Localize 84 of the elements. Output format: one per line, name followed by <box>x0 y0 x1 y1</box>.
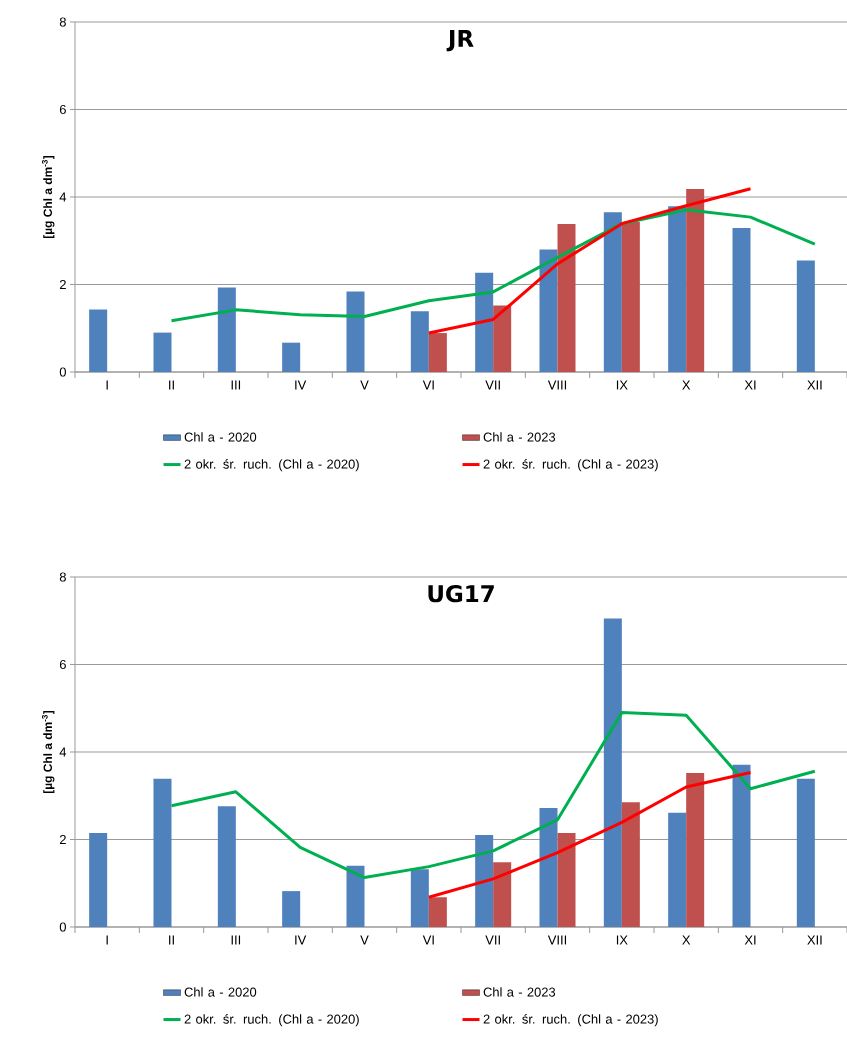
y-tick-label: 2 <box>59 834 66 845</box>
x-tick-label: IX <box>616 935 628 945</box>
bar <box>217 287 236 372</box>
bar <box>493 862 512 927</box>
bar <box>539 807 558 927</box>
x-tick-label: VIII <box>547 935 567 945</box>
y-tick-label: 6 <box>59 659 66 670</box>
bar <box>410 311 429 372</box>
chart-title: JR <box>446 30 474 52</box>
x-tick-label: V <box>360 380 369 390</box>
line-series <box>427 771 752 899</box>
x-tick-label: VI <box>422 935 434 945</box>
legend-label: 2 okr. śr. ruch. (Chl a - 2020) <box>184 459 359 472</box>
bar <box>153 778 172 927</box>
x-tick-label: X <box>682 935 691 945</box>
bar <box>153 332 172 372</box>
bar <box>603 618 622 927</box>
bar <box>475 835 494 927</box>
y-axis-title: [µg Chl a dm$^{-3}$] <box>42 710 55 794</box>
y-tick-label: 8 <box>59 17 66 27</box>
bar <box>732 228 751 372</box>
bar <box>346 865 365 927</box>
x-tick-label: VII <box>485 935 500 945</box>
x-tick-label: I <box>106 380 108 390</box>
y-tick-label: 0 <box>59 367 66 377</box>
bar <box>493 305 512 372</box>
y-axis-title: [µg Chl a dm$^{-3}$] <box>42 155 55 239</box>
x-tick-label: III <box>231 380 241 390</box>
x-tick-label: IV <box>295 935 307 945</box>
x-tick-label: I <box>106 935 108 945</box>
x-tick-label: II <box>169 380 174 390</box>
legend-label: Chl a - 2023 <box>483 432 556 442</box>
x-tick-label: X <box>682 380 691 390</box>
bar <box>668 812 687 927</box>
x-tick-label: XI <box>744 380 756 390</box>
bar <box>217 806 236 927</box>
x-tick-label: IX <box>616 380 628 390</box>
bar <box>410 869 429 927</box>
line-series <box>170 208 817 323</box>
x-tick-label: III <box>231 935 241 945</box>
legend-label: Chl a - 2020 <box>184 987 257 997</box>
x-tick-label: II <box>169 935 174 945</box>
bar <box>668 206 687 372</box>
x-tick-label: XI <box>744 935 756 945</box>
legend-label: 2 okr. śr. ruch. (Chl a - 2023) <box>483 1014 658 1027</box>
bar <box>475 272 494 372</box>
bar <box>796 260 815 372</box>
bar <box>89 832 108 927</box>
y-tick-label: 0 <box>59 922 66 932</box>
bar <box>686 189 705 372</box>
bar <box>621 802 640 927</box>
y-tick-label: 2 <box>59 279 66 290</box>
chart-title: UG17 <box>428 585 494 603</box>
bar <box>428 333 447 372</box>
y-tick-label: 4 <box>59 192 67 202</box>
legend-label: 2 okr. śr. ruch. (Chl a - 2020) <box>184 1014 359 1027</box>
y-tick-label: 4 <box>59 747 67 757</box>
bar <box>282 342 301 372</box>
legend-label: Chl a - 2023 <box>483 987 556 997</box>
y-tick-label: 6 <box>59 104 66 115</box>
bar <box>89 309 108 372</box>
bar <box>557 832 576 927</box>
bar <box>539 249 558 372</box>
bar <box>428 897 447 927</box>
x-tick-label: VI <box>422 380 434 390</box>
x-tick-label: VIII <box>547 380 567 390</box>
x-tick-label: IV <box>295 380 307 390</box>
x-tick-label: VII <box>485 380 500 390</box>
line-series <box>427 187 752 335</box>
bar <box>282 891 301 927</box>
x-tick-label: XII <box>807 935 822 945</box>
bar <box>796 778 815 927</box>
y-tick-label: 8 <box>59 572 66 582</box>
bar <box>621 221 640 372</box>
bar <box>557 224 576 372</box>
x-tick-label: XII <box>807 380 822 390</box>
x-tick-label: V <box>360 935 369 945</box>
legend-label: 2 okr. śr. ruch. (Chl a - 2023) <box>483 459 658 472</box>
legend-label: Chl a - 2020 <box>184 432 257 442</box>
bar <box>603 212 622 372</box>
bar <box>346 291 365 372</box>
bar <box>686 772 705 927</box>
bar <box>732 764 751 927</box>
line-series <box>170 711 817 880</box>
